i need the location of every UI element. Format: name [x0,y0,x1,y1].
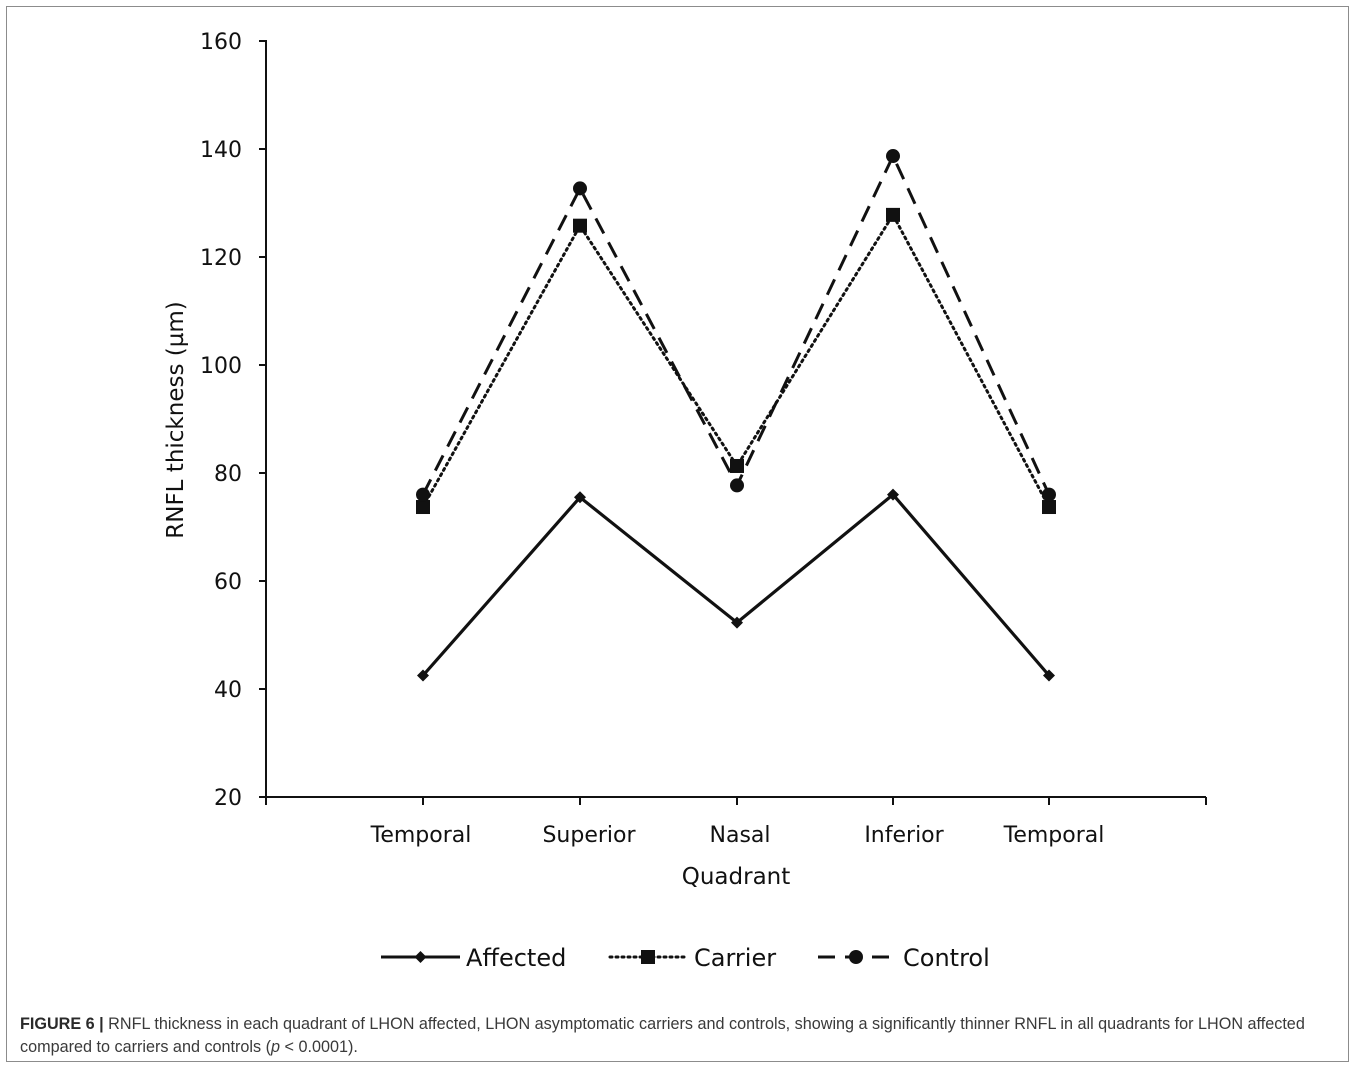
data-point-affected [574,491,586,504]
chart-axes [265,40,1206,798]
data-point-carrier [730,458,744,473]
data-point-affected [731,616,743,629]
data-point-carrier [573,218,587,233]
legend: Affected Carrier Control [381,944,990,972]
y-tick-label: 160 [200,30,242,55]
data-point-control [1042,487,1056,502]
legend-marker-control [849,950,863,964]
data-point-affected [417,669,429,682]
y-tick-label: 80 [214,462,242,487]
data-point-control [730,478,744,493]
x-tick-label: Temporal [1003,823,1105,848]
series-line-control [421,152,1051,496]
y-axis-label: RNFL thickness (µm) [163,301,189,538]
data-point-control [416,487,430,502]
caption-text-end: < 0.0001). [280,1038,358,1056]
caption-p-symbol: p [271,1038,281,1056]
data-point-carrier [1042,500,1056,515]
x-tick-label: Inferior [864,823,944,848]
legend-entry-affected: Affected [381,944,566,972]
series-line-affected [421,492,1051,677]
y-tick-label: 140 [200,138,242,163]
data-point-affected [887,488,899,501]
legend-entry-control: Control [818,944,990,972]
line-chart: 20 40 60 80 100 120 140 160 Temporal Superior Nas… [163,30,1207,972]
caption-text: RNFL thickness in each quadrant of LHON … [20,1015,1305,1056]
y-tick-label: 60 [214,570,242,595]
x-axis-label: Quadrant [682,864,791,890]
legend-marker-affected [414,951,427,963]
x-ticks: Temporal Superior Nasal Inferior Temporal [265,797,1207,848]
data-point-control [573,181,587,196]
data-point-carrier [416,500,430,515]
y-ticks: 20 40 60 80 100 120 140 160 [200,30,266,811]
y-tick-label: 40 [214,678,242,703]
data-point-control [886,149,900,164]
x-tick-label: Superior [542,823,636,848]
figure-caption: FIGURE 6 | RNFL thickness in each quadra… [20,1013,1340,1059]
caption-label: FIGURE 6 | [20,1015,104,1033]
figure-frame [6,6,1349,1062]
legend-label-affected: Affected [466,944,566,972]
series-carrier [416,207,1056,515]
x-tick-label: Temporal [370,823,472,848]
legend-label-control: Control [903,944,990,972]
data-point-affected [1043,669,1055,682]
y-tick-label: 100 [200,354,242,379]
series-affected [417,488,1055,682]
legend-marker-carrier [641,950,655,964]
series-layer [416,149,1056,682]
y-tick-label: 120 [200,246,242,271]
y-tick-label: 20 [214,786,242,811]
series-control [416,149,1056,502]
legend-entry-carrier: Carrier [608,944,776,972]
data-point-carrier [886,207,900,222]
x-tick-label: Nasal [710,823,771,848]
legend-label-carrier: Carrier [694,944,776,972]
